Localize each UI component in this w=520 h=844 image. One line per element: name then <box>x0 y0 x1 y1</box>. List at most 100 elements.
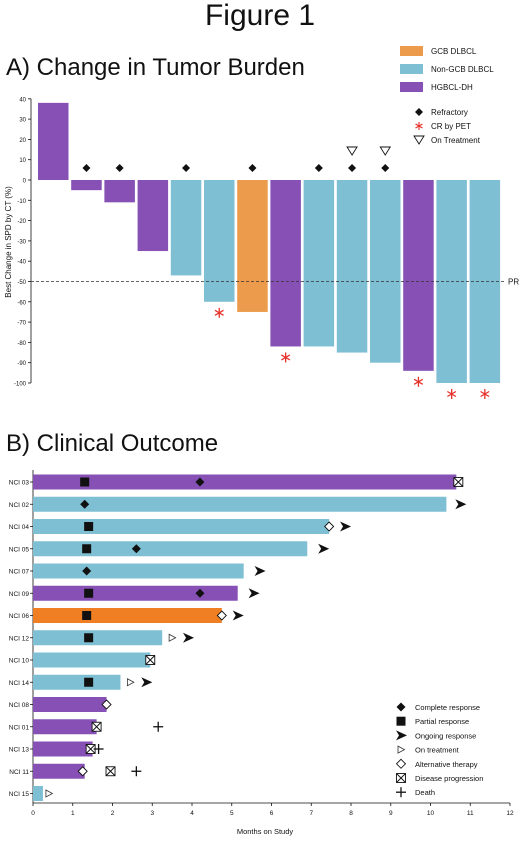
bar <box>403 180 434 371</box>
alternative-therapy-icon <box>216 610 227 621</box>
patient-label: NCI 07 <box>9 569 30 576</box>
square-filled-marker <box>80 477 90 487</box>
cr-pet-marker <box>413 376 424 387</box>
partial-response-icon <box>84 522 94 531</box>
bar <box>170 180 202 276</box>
swimmer-row: NCI 07 <box>9 563 266 579</box>
x-tick-label: 6 <box>270 810 274 817</box>
figure-title: Figure 1 <box>205 0 315 32</box>
refractory-marker <box>248 164 257 172</box>
swimmer-row: NCI 11 <box>9 763 142 779</box>
pr-reference-label: PR <box>508 278 519 287</box>
square-filled-marker <box>82 611 92 620</box>
plus-marker <box>131 766 142 777</box>
asterisk-icon <box>415 122 423 130</box>
y-tick-label: -20 <box>17 219 26 225</box>
diamond-filled-marker <box>80 499 90 509</box>
diamond-filled-marker <box>396 702 406 712</box>
legend-label-on-treatment: On Treatment <box>431 136 481 145</box>
on-treatment-triangle <box>379 146 392 156</box>
refractory-marker <box>381 164 390 172</box>
swimmer-bar <box>33 763 85 779</box>
patient-label: NCI 10 <box>9 658 30 665</box>
swimmer-bar <box>33 786 43 801</box>
legend-label: Disease progression <box>415 774 483 783</box>
partial-response-icon <box>82 611 92 620</box>
patient-label: NCI 15 <box>9 791 30 798</box>
square-x-marker <box>396 773 406 783</box>
arrow-marker <box>141 677 153 688</box>
partial-response-icon <box>80 477 90 487</box>
partial-response-icon <box>82 544 92 554</box>
square-filled-marker <box>84 588 94 598</box>
x-tick-label: 7 <box>309 810 313 817</box>
bar <box>469 180 501 383</box>
patient-label: NCI 05 <box>9 546 30 553</box>
legend-swatch-nongcb <box>400 64 423 74</box>
swimmer-row: NCI 15 <box>9 786 54 801</box>
diamond-filled-marker <box>195 477 205 487</box>
bar <box>104 180 135 203</box>
patient-label: NCI 01 <box>9 724 30 731</box>
bar <box>370 180 401 363</box>
cr-pet-marker <box>447 389 457 399</box>
refractory-diamond <box>82 164 91 172</box>
partial-response-icon <box>84 677 94 687</box>
square-filled-marker <box>82 544 92 554</box>
swimmer-bar <box>33 741 93 757</box>
swimmer-row: NCI 06 <box>9 608 244 623</box>
diamond-filled-marker <box>195 588 205 598</box>
cr-pet-marker <box>214 307 224 318</box>
y-tick-label: -100 <box>14 382 27 388</box>
plus-marker <box>153 721 164 732</box>
patient-label: NCI 11 <box>9 769 29 776</box>
arrow-marker <box>340 521 352 532</box>
y-tick-label: 30 <box>19 118 26 124</box>
swimmer-bar <box>33 563 244 579</box>
x-tick-label: 5 <box>230 810 234 817</box>
refractory-marker <box>348 164 357 172</box>
swimmer-row: NCI 03 <box>9 474 464 490</box>
y-tick-label: 40 <box>19 97 26 103</box>
panel-b-swimmer-rows: NCI 03 NCI 02 NCI 04 NCI 05 NCI 07 NCI 09 NCI … <box>9 474 467 801</box>
disease-progression-cross <box>453 477 464 487</box>
arrow-marker <box>254 566 266 576</box>
bar <box>204 180 235 302</box>
refractory-diamond <box>348 164 357 172</box>
disease-progression-cross <box>85 744 96 754</box>
square-filled-marker <box>84 677 94 687</box>
disease-progression-cross <box>91 721 102 732</box>
panel-a-y-axis: 40 30 20 10 0 -10 -20 -30 -40 -50 -60 -70 -80 -90 -100 <box>14 97 32 388</box>
diamond-open-marker <box>216 610 227 621</box>
refractory-marker <box>115 164 124 172</box>
diamond-open-marker <box>324 521 335 532</box>
refractory-diamond <box>381 164 390 172</box>
patient-label: NCI 12 <box>9 635 30 642</box>
swimmer-bar <box>33 719 97 735</box>
legend-label: Ongoing response <box>415 731 476 740</box>
refractory-diamond <box>182 164 191 172</box>
bar <box>270 180 301 347</box>
patient-label: NCI 14 <box>9 680 30 687</box>
triangle-down-icon <box>413 135 425 145</box>
swimmer-row: NCI 09 <box>9 585 260 601</box>
panel-a-legend: GCB DLBCL Non-GCB DLBCL HGBCL-DH Refract… <box>400 46 494 145</box>
x-tick-label: 8 <box>349 810 353 817</box>
y-tick-label: -60 <box>17 300 26 306</box>
complete-response-icon <box>195 477 205 487</box>
ongoing-response-icon <box>318 543 330 554</box>
square-x-marker <box>91 721 102 732</box>
panel-a-markers <box>82 146 490 399</box>
swimmer-bar <box>33 697 107 712</box>
y-tick-label: -70 <box>17 321 26 327</box>
on-treatment-marker <box>379 146 392 156</box>
x-tick-label: 4 <box>190 810 194 817</box>
complete-response-icon <box>396 702 406 712</box>
alternative-therapy-icon <box>395 758 407 769</box>
diamond-open-marker <box>77 766 88 777</box>
partial-response-icon <box>84 588 94 598</box>
disease-progression-cross <box>145 655 156 665</box>
swimmer-bar <box>33 496 447 512</box>
